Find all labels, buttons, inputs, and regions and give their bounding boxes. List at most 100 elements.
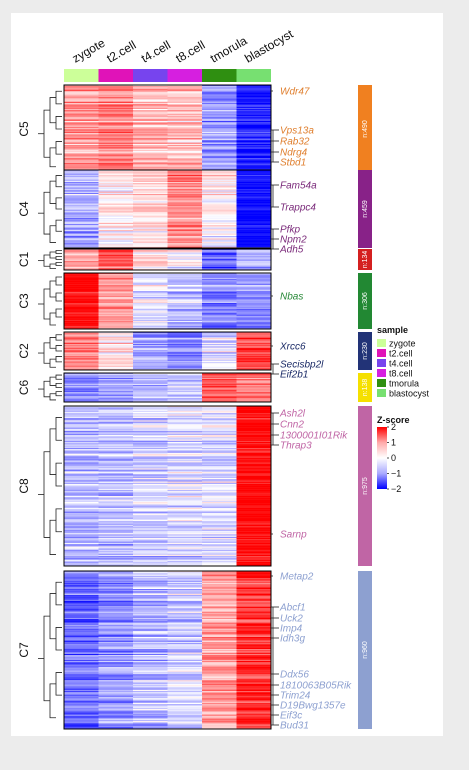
heatmap-cell bbox=[202, 242, 237, 244]
heatmap-cell bbox=[64, 174, 99, 177]
heatmap-cell bbox=[236, 583, 272, 585]
heatmap-cell bbox=[202, 475, 237, 477]
heatmap-cell bbox=[236, 342, 272, 345]
heatmap-cell bbox=[98, 504, 134, 506]
heatmap-cell bbox=[236, 188, 272, 190]
heatmap-cell bbox=[98, 98, 134, 100]
heatmap-cell bbox=[133, 244, 168, 246]
heatmap-cell bbox=[133, 224, 168, 226]
heatmap-cell bbox=[98, 232, 134, 234]
heatmap-cell bbox=[167, 454, 203, 456]
heatmap-cell bbox=[64, 571, 99, 573]
heatmap-cell bbox=[236, 261, 272, 263]
heatmap-cell bbox=[64, 354, 99, 357]
heatmap-cell bbox=[98, 546, 134, 548]
heatmap-cell bbox=[167, 141, 203, 143]
heatmap-cell bbox=[167, 190, 203, 192]
heatmap-cell bbox=[167, 548, 203, 551]
heatmap-cell bbox=[98, 540, 134, 542]
heatmap-cell bbox=[98, 129, 134, 131]
heatmap-cell bbox=[202, 661, 237, 663]
heatmap-cell bbox=[236, 671, 272, 674]
cluster-count-C8: n:975 bbox=[362, 477, 369, 495]
heatmap-cell bbox=[133, 412, 168, 414]
heatmap-cell bbox=[202, 598, 237, 600]
heatmap-cell bbox=[167, 242, 203, 244]
heatmap-cell bbox=[236, 174, 272, 177]
heatmap-cell bbox=[133, 374, 168, 376]
heatmap-cell bbox=[236, 520, 272, 522]
heatmap-cell bbox=[236, 180, 272, 183]
heatmap-cell bbox=[202, 705, 237, 707]
heatmap-cell bbox=[167, 299, 203, 301]
heatmap-cell bbox=[167, 312, 203, 314]
heatmap-cell bbox=[202, 517, 237, 519]
heatmap-cell bbox=[236, 572, 272, 574]
heatmap-cell bbox=[133, 494, 168, 497]
heatmap-cell bbox=[133, 317, 168, 319]
heatmap-cell bbox=[167, 420, 203, 422]
heatmap-cell bbox=[64, 633, 99, 635]
heatmap-cell bbox=[167, 263, 203, 265]
heatmap-cell bbox=[202, 431, 237, 433]
heatmap-cell bbox=[236, 133, 272, 135]
heatmap-cell bbox=[133, 377, 168, 380]
heatmap-cell bbox=[98, 652, 134, 654]
heatmap-cell bbox=[98, 715, 134, 717]
heatmap-cell bbox=[202, 579, 237, 581]
heatmap-cell bbox=[64, 186, 99, 189]
heatmap-cell bbox=[133, 540, 168, 542]
heatmap-cell bbox=[64, 356, 99, 358]
heatmap-cell bbox=[167, 286, 203, 288]
heatmap-cell bbox=[167, 533, 203, 535]
heatmap-cell bbox=[167, 422, 203, 425]
heatmap-cell bbox=[167, 529, 203, 531]
heatmap-cell bbox=[64, 663, 99, 665]
heatmap-cell bbox=[167, 443, 203, 445]
heatmap-cell bbox=[133, 180, 168, 183]
heatmap-cell bbox=[133, 431, 168, 433]
heatmap-cell bbox=[64, 518, 99, 521]
heatmap-cell bbox=[133, 117, 168, 119]
heatmap-cell bbox=[133, 437, 168, 439]
heatmap-cell bbox=[133, 539, 168, 541]
heatmap-cell bbox=[236, 397, 272, 399]
heatmap-cell bbox=[202, 488, 237, 491]
heatmap-cell bbox=[202, 649, 237, 651]
heatmap-cell bbox=[202, 625, 237, 627]
heatmap-cell bbox=[133, 488, 168, 491]
heatmap-cell bbox=[133, 197, 168, 199]
heatmap-cell bbox=[202, 161, 237, 164]
heatmap-cell bbox=[133, 446, 168, 449]
heatmap-cell bbox=[202, 550, 237, 552]
heatmap-cell bbox=[236, 603, 272, 605]
heatmap-cell bbox=[64, 579, 99, 581]
heatmap-cell bbox=[202, 623, 237, 626]
heatmap-cell bbox=[236, 645, 272, 647]
heatmap-cell bbox=[64, 679, 99, 681]
heatmap-cell bbox=[98, 351, 134, 353]
heatmap-cell bbox=[64, 324, 99, 326]
heatmap-cell bbox=[167, 334, 203, 336]
heatmap-cell bbox=[167, 339, 203, 341]
heatmap-cell bbox=[236, 195, 272, 197]
heatmap-cell bbox=[98, 719, 134, 722]
heatmap-cell bbox=[202, 535, 237, 537]
heatmap-cell bbox=[98, 121, 134, 123]
heatmap-cell bbox=[98, 579, 134, 581]
heatmap-cell bbox=[167, 700, 203, 702]
heatmap-cell bbox=[133, 463, 168, 465]
heatmap-cell bbox=[202, 657, 237, 659]
heatmap-cell bbox=[133, 218, 168, 220]
heatmap-cell bbox=[64, 587, 99, 590]
heatmap-cell bbox=[236, 615, 272, 617]
heatmap-cell bbox=[133, 473, 168, 475]
heatmap-cell bbox=[133, 633, 168, 635]
heatmap-cell bbox=[202, 715, 237, 717]
heatmap-cell bbox=[133, 679, 168, 681]
heatmap-cell bbox=[202, 250, 237, 252]
zscore-tick-label: −2 bbox=[391, 484, 401, 494]
heatmap-cell bbox=[202, 172, 237, 174]
heatmap-cell bbox=[64, 413, 99, 415]
heatmap-cell bbox=[167, 238, 203, 240]
